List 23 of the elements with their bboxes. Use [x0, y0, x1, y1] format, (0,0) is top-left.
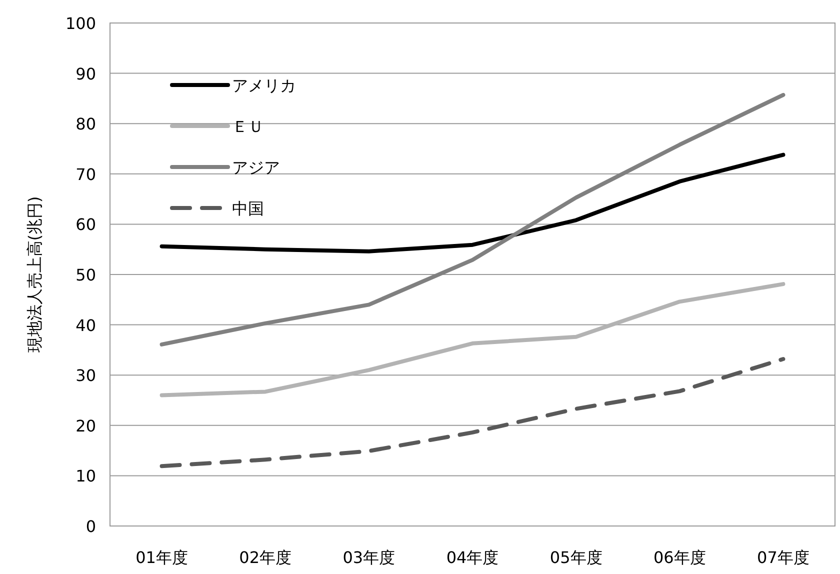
x-tick-label: 05年度: [550, 548, 602, 567]
legend-label: アジア: [232, 158, 280, 177]
x-tick-label: 07年度: [757, 548, 810, 567]
y-axis-title: 現地法人売上高(兆円): [25, 196, 44, 353]
y-tick-label: 80: [76, 114, 96, 134]
x-tick-label: 01年度: [136, 548, 188, 567]
legend-label: 中国: [232, 199, 264, 218]
y-tick-label: 60: [76, 215, 96, 234]
y-tick-label: 10: [76, 466, 96, 486]
y-tick-label: 0: [86, 517, 96, 536]
y-tick-label: 70: [76, 164, 96, 184]
legend-label: アメリカ: [232, 76, 296, 95]
y-tick-label: 30: [76, 366, 96, 386]
x-tick-label: 04年度: [446, 548, 499, 567]
y-tick-label: 40: [76, 316, 96, 335]
y-tick-label: 20: [76, 416, 96, 436]
x-tick-label: 03年度: [342, 548, 396, 567]
y-tick-label: 90: [76, 64, 96, 84]
x-tick-label: 06年度: [653, 548, 706, 567]
x-tick-label: 02年度: [239, 548, 292, 567]
y-tick-label: 50: [76, 266, 96, 284]
legend-label: ＥＵ: [232, 117, 264, 136]
y-tick-label: 100: [65, 14, 96, 33]
